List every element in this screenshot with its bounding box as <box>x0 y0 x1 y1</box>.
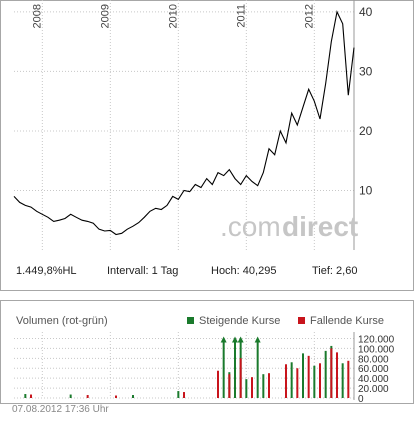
high-stat: Hoch: 40,295 <box>211 265 277 277</box>
x-tick-label: 2010 <box>167 4 179 28</box>
volume-bar <box>302 353 304 398</box>
x-tick-label: 2009 <box>99 4 111 28</box>
volume-bar <box>268 373 270 398</box>
volume-y-tick-label: 100.000 <box>358 344 395 355</box>
price-chart: .com direct 10 20 30 40 2008 2009 2010 2011 201… <box>13 0 373 250</box>
volume-title: Volumen (rot-grün) <box>16 315 108 327</box>
volume-y-tick-label: 40.000 <box>358 374 389 385</box>
volume-bar <box>251 377 253 398</box>
volume-bar <box>183 392 185 398</box>
volume-bar <box>290 362 293 398</box>
volume-bar <box>256 339 259 398</box>
performance-stat: 1.449,8%HL <box>16 265 77 277</box>
x-tick-label: 2011 <box>235 4 247 28</box>
volume-bar <box>245 379 248 398</box>
volume-overflow-arrow <box>232 336 238 343</box>
volume-bar <box>307 355 310 398</box>
volume-bar <box>115 395 117 398</box>
volume-y-tick-label: 120.000 <box>358 334 395 345</box>
volume-overflow-arrow <box>237 336 244 343</box>
legend-falling-label: Fallende Kurse <box>310 315 384 327</box>
volume-bar <box>319 363 321 398</box>
volume-y-tick-label: 0 <box>358 394 364 405</box>
volume-chart-panel <box>0 300 414 404</box>
legend-rising-swatch <box>187 317 194 324</box>
volume-bar <box>285 364 287 398</box>
legend-falling-swatch <box>298 317 305 324</box>
legend-rising: Steigende Kurse <box>187 315 280 327</box>
volume-bar <box>30 394 32 398</box>
volume-bar <box>262 374 265 398</box>
volume-bar <box>234 368 236 398</box>
volume-overflow-arrow <box>220 336 227 343</box>
volume-bar <box>341 363 344 398</box>
legend-falling: Fallende Kurse <box>298 315 384 327</box>
x-tick-label: 2012 <box>303 4 315 28</box>
y-tick-label: 30 <box>359 64 373 78</box>
volume-bar <box>222 339 225 398</box>
volume-bar <box>86 395 89 398</box>
y-tick-label: 10 <box>359 183 373 197</box>
watermark-prefix: .com <box>220 211 281 242</box>
volume-bar <box>239 358 242 398</box>
volume-y-tick-label: 80.000 <box>358 354 389 365</box>
volume-bar <box>217 370 219 398</box>
volume-bar <box>296 368 299 398</box>
volume-bar <box>69 394 72 398</box>
y-tick-label: 40 <box>359 5 373 19</box>
volume-y-tick-label: 20.000 <box>358 384 389 395</box>
volume-bar <box>228 374 231 398</box>
interval-stat: Intervall: 1 Tag <box>107 265 179 277</box>
volume-y-tick-label: 60.000 <box>358 364 389 375</box>
volume-bar <box>336 352 338 398</box>
volume-overflow-arrow <box>254 336 261 343</box>
volume-bar <box>347 360 350 398</box>
volume-bar <box>313 365 316 398</box>
timestamp: 07.08.2012 17:36 Uhr <box>12 404 109 415</box>
x-tick-label: 2008 <box>31 4 43 28</box>
watermark-suffix: direct <box>282 211 358 242</box>
volume-bar <box>330 348 333 398</box>
volume-bar <box>177 391 180 398</box>
price-line <box>13 10 355 236</box>
y-tick-label: 20 <box>359 124 373 138</box>
volume-bar <box>324 350 327 398</box>
low-stat: Tief: 2,60 <box>312 265 358 277</box>
volume-bar <box>24 394 27 398</box>
legend-rising-label: Steigende Kurse <box>199 315 281 327</box>
volume-bar <box>132 395 134 398</box>
